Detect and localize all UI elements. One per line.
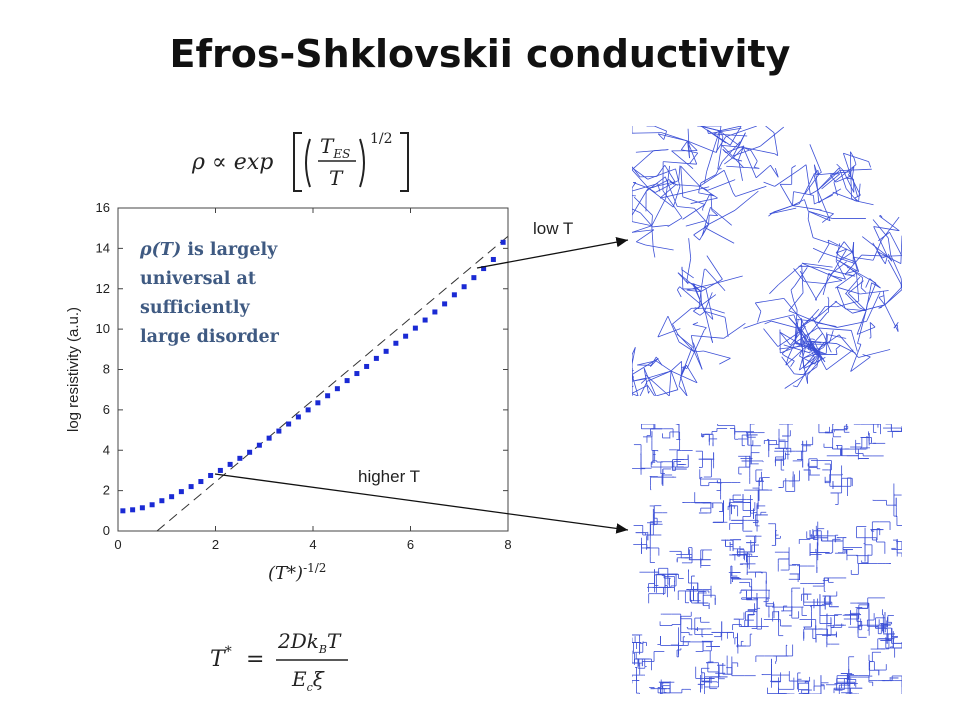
- arrow-low-t: [476, 237, 629, 269]
- tstar-def-lhs-sup: *: [225, 644, 232, 660]
- data-point: [266, 435, 272, 441]
- y-axis-label: log resistivity (a.u.): [65, 307, 82, 432]
- data-point: [471, 275, 477, 281]
- data-point: [286, 421, 292, 427]
- data-point: [393, 340, 399, 346]
- tstar-axis-label: (T*)-1/2: [268, 561, 326, 584]
- arrow-higher-t: [214, 473, 629, 534]
- data-point: [149, 502, 155, 508]
- y-tick-label: 16: [96, 200, 110, 215]
- higher-t-label: higher T: [358, 467, 421, 486]
- data-point: [344, 378, 350, 384]
- data-point: [490, 256, 496, 262]
- data-point: [178, 489, 184, 495]
- data-point: [442, 301, 448, 307]
- svg-text:=: =: [246, 647, 264, 672]
- data-point: [256, 442, 262, 448]
- x-tick-label: 4: [309, 537, 316, 552]
- tstar-def-lhs: T: [210, 647, 227, 672]
- fit-line: [156, 235, 509, 532]
- x-tick-label: 8: [504, 537, 511, 552]
- data-point: [237, 455, 243, 461]
- x-tick-label: 0: [114, 537, 121, 552]
- data-point: [373, 355, 379, 361]
- annotation-line-3: sufficiently: [140, 298, 250, 318]
- svg-text:TES: TES: [320, 134, 350, 161]
- es-formula: ρ ∝ exp TES T 1/2: [186, 125, 426, 197]
- y-tick-label: 0: [103, 523, 110, 538]
- data-point: [432, 309, 438, 315]
- data-point: [500, 239, 506, 245]
- tstar-def-den: E: [291, 667, 307, 691]
- data-point: [364, 363, 370, 369]
- resistivity-chart: 0 2 4 6 8 0 2 4 6 8 10 12 14 16 log resistivity (a.u.): [65, 200, 512, 552]
- annotation-text: ρ(T) is largely universal at sufficientl…: [140, 236, 320, 352]
- y-tick-label: 12: [96, 281, 110, 296]
- x-tick-label: 2: [212, 537, 219, 552]
- data-point: [227, 461, 233, 467]
- x-tick-label: 6: [407, 537, 414, 552]
- data-point: [383, 348, 389, 354]
- network-image-higher-t: [632, 424, 902, 694]
- data-point: [120, 508, 126, 514]
- data-point: [247, 449, 253, 455]
- data-point: [198, 479, 204, 485]
- data-point: [139, 505, 145, 511]
- annotation-line-2: universal at: [140, 269, 256, 289]
- data-point: [305, 407, 311, 413]
- tstar-def-num-sub: B: [318, 643, 327, 656]
- annotation-line-4: large disorder: [140, 327, 279, 347]
- data-point: [481, 266, 487, 272]
- data-point: [461, 284, 467, 290]
- annotation-line-1: is largely: [187, 240, 278, 260]
- data-point: [217, 467, 223, 473]
- svg-text:Ecξ: Ecξ: [291, 667, 325, 692]
- tstar-exponent: -1/2: [303, 561, 327, 575]
- data-point: [334, 386, 340, 392]
- data-point: [130, 507, 136, 513]
- formula-exponent: 1/2: [370, 131, 393, 147]
- tstar-def-num-tail: T: [327, 629, 342, 653]
- svg-text:T*: T*: [210, 644, 232, 672]
- data-point: [403, 333, 409, 339]
- data-point: [188, 484, 194, 490]
- data-point: [451, 292, 457, 298]
- data-point: [354, 371, 360, 377]
- rho-symbol: ρ(T): [140, 240, 182, 260]
- y-tick-label: 2: [103, 483, 110, 498]
- tstar-def-den-tail: ξ: [313, 667, 325, 691]
- data-point: [208, 472, 214, 478]
- y-tick-label: 10: [96, 321, 110, 336]
- data-point: [295, 414, 301, 420]
- data-point: [159, 498, 165, 504]
- data-point: [276, 428, 282, 434]
- data-point: [412, 325, 418, 331]
- tstar-definition: T* = 2DkBT Ecξ: [208, 622, 358, 697]
- formula-numerator: T: [320, 134, 335, 158]
- network-image-low-t: [632, 126, 902, 396]
- y-tick-label: 6: [103, 402, 110, 417]
- slide-title: Efros-Shklovskii conductivity: [169, 32, 791, 76]
- svg-text:2DkBT: 2DkBT: [277, 629, 342, 656]
- data-point: [325, 393, 331, 399]
- formula-lhs: ρ ∝ exp: [191, 150, 273, 175]
- low-t-label: low T: [533, 219, 574, 238]
- y-tick-label: 8: [103, 362, 110, 377]
- tstar-def-den-sub: c: [307, 681, 313, 692]
- data-point: [315, 400, 321, 406]
- y-tick-label: 4: [103, 442, 110, 457]
- data-point: [169, 494, 175, 500]
- data-point: [422, 317, 428, 323]
- y-tick-label: 14: [96, 240, 110, 255]
- formula-denominator: T: [329, 166, 344, 190]
- formula-numerator-sub: ES: [332, 147, 350, 161]
- tstar-base: (T*): [268, 563, 304, 584]
- tstar-def-num: 2Dk: [277, 629, 319, 653]
